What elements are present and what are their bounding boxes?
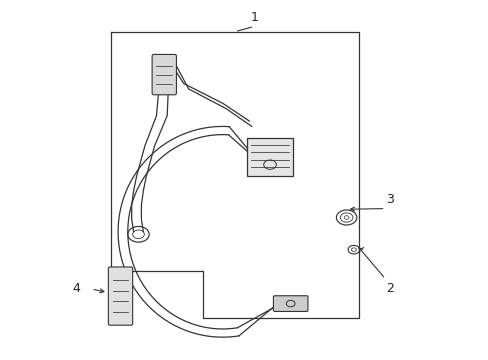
Bar (246, 138, 292, 176)
Text: 3: 3 (386, 193, 393, 206)
Text: 4: 4 (73, 283, 81, 296)
FancyBboxPatch shape (152, 54, 176, 95)
Text: 2: 2 (386, 283, 393, 296)
FancyBboxPatch shape (108, 267, 132, 325)
FancyBboxPatch shape (273, 296, 307, 311)
Text: 1: 1 (250, 11, 258, 24)
